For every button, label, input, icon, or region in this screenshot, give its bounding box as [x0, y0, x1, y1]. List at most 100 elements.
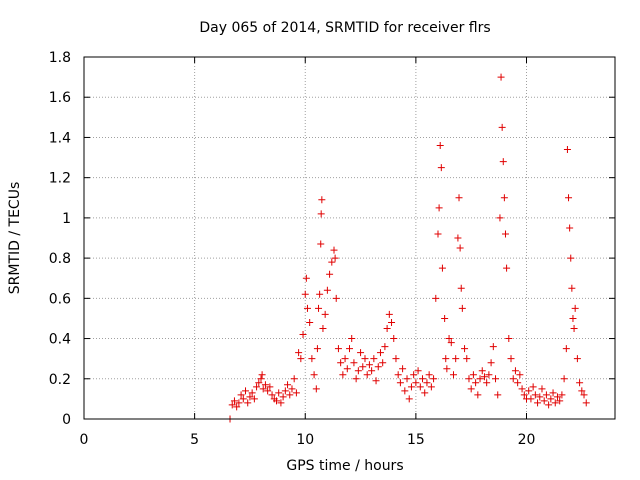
data-point: [498, 123, 506, 131]
data-point: [233, 403, 241, 411]
data-point: [441, 314, 449, 322]
data-point: [425, 371, 433, 379]
data-point: [568, 284, 576, 292]
data-point: [317, 210, 325, 218]
data-point: [248, 389, 256, 397]
data-point: [346, 345, 353, 353]
data-point: [230, 397, 238, 405]
data-point: [228, 401, 236, 409]
data-point: [566, 224, 574, 232]
data-point: [536, 393, 544, 401]
data-point: [509, 375, 517, 383]
data-point: [465, 375, 473, 383]
data-point: [560, 375, 568, 383]
data-point: [401, 387, 409, 395]
data-point: [306, 318, 314, 326]
data-point: [570, 325, 578, 332]
data-point: [455, 194, 463, 202]
x-tick-label: 10: [296, 432, 314, 448]
data-point: [328, 258, 336, 266]
data-point: [261, 381, 269, 389]
data-point: [313, 345, 321, 353]
data-point: [321, 310, 329, 318]
data-point: [485, 371, 493, 379]
data-point: [302, 274, 310, 282]
data-point: [483, 379, 491, 387]
data-point: [374, 363, 382, 371]
data-point: [445, 335, 453, 343]
data-point: [246, 393, 254, 401]
data-point: [542, 391, 550, 399]
data-point: [381, 343, 389, 351]
data-point: [551, 399, 559, 407]
data-point: [326, 270, 334, 278]
data-point: [416, 383, 424, 391]
data-point: [492, 375, 500, 383]
data-point: [456, 244, 464, 252]
data-point: [538, 385, 546, 393]
data-point: [334, 345, 342, 353]
data-point: [352, 375, 360, 383]
y-tick-label: 1.4: [49, 130, 71, 146]
data-point: [257, 375, 265, 383]
data-point: [478, 367, 486, 375]
x-tick-label: 0: [80, 432, 89, 448]
axis-ticks: [83, 56, 615, 420]
data-point: [370, 355, 378, 363]
data-point: [476, 375, 484, 383]
data-point: [359, 363, 367, 371]
chart-title: Day 065 of 2014, SRMTID for receiver flr…: [199, 20, 490, 36]
data-point: [361, 355, 369, 363]
data-point: [350, 359, 358, 367]
data-point: [292, 389, 300, 397]
x-tick-label: 20: [518, 432, 536, 448]
data-point: [266, 383, 274, 391]
data-point: [438, 264, 446, 272]
data-point: [264, 387, 272, 395]
data-point: [419, 375, 427, 383]
data-point: [363, 371, 371, 379]
data-point: [576, 379, 584, 387]
data-point: [582, 399, 590, 407]
data-point: [432, 294, 440, 302]
data-point: [487, 359, 495, 367]
plot-frame: [83, 56, 616, 420]
data-point: [308, 355, 316, 363]
data-point: [396, 379, 404, 387]
data-point: [580, 391, 588, 399]
data-point: [383, 325, 391, 332]
data-point: [316, 290, 324, 298]
data-point: [279, 393, 287, 401]
data-point: [454, 234, 462, 242]
data-point: [288, 385, 296, 393]
grid-lines: [84, 57, 615, 419]
data-point: [437, 164, 445, 172]
data-point: [443, 365, 451, 373]
data-point: [503, 264, 511, 272]
data-point: [573, 355, 581, 363]
data-point: [414, 367, 422, 375]
y-tick-label: 0.2: [49, 372, 71, 388]
data-point: [392, 355, 400, 363]
data-point: [323, 286, 331, 294]
data-point: [520, 391, 528, 399]
data-point: [410, 371, 418, 379]
data-point: [244, 399, 252, 407]
data-point: [472, 379, 480, 387]
data-point: [385, 310, 393, 318]
y-tick-label: 0.8: [49, 251, 71, 267]
data-point: [332, 294, 340, 302]
data-point: [569, 314, 577, 322]
data-point: [239, 395, 247, 403]
data-point: [372, 377, 380, 385]
data-point: [461, 345, 469, 353]
data-point: [405, 395, 413, 403]
data-point: [284, 381, 292, 389]
data-point: [442, 355, 450, 363]
data-point: [299, 331, 307, 339]
y-tick-label: 0: [62, 412, 71, 428]
data-point: [458, 304, 466, 312]
data-point: [310, 371, 318, 379]
data-point: [388, 318, 396, 326]
y-tick-label: 1.6: [49, 90, 71, 106]
